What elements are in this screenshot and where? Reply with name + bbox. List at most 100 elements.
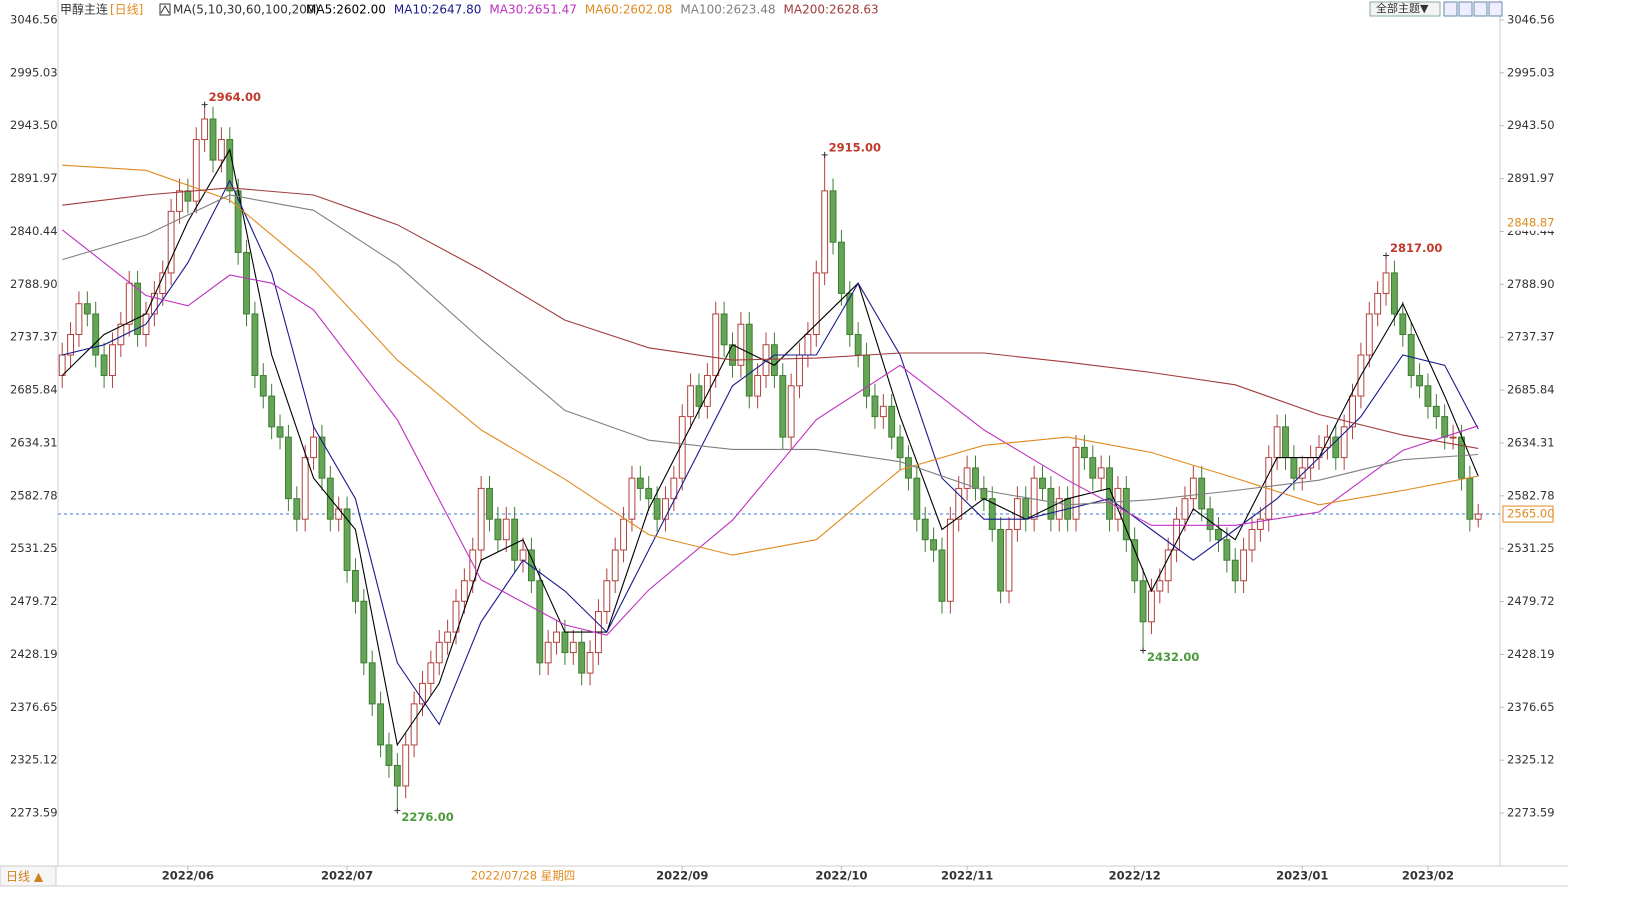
x-tick-label: 2023/02 — [1402, 869, 1454, 883]
tool-button[interactable] — [1488, 1, 1503, 17]
candle-body — [888, 405, 896, 438]
y-tick-label: 2582.78 — [10, 488, 58, 502]
candle-body — [1114, 487, 1122, 520]
candle-body — [804, 333, 812, 356]
candle-body — [1416, 375, 1423, 387]
candle-body — [435, 641, 443, 664]
candle-body — [770, 344, 778, 377]
tool-button[interactable] — [1443, 1, 1458, 17]
candle-body — [896, 436, 904, 459]
candle-body — [1298, 467, 1306, 479]
candle-body — [1047, 487, 1055, 520]
x-tick-label: 2022/07 — [321, 869, 373, 883]
candle-body — [117, 323, 125, 346]
y-tick-label: 2840.44 — [10, 224, 58, 238]
candle-body — [1080, 446, 1088, 459]
candle-body — [469, 549, 477, 582]
y-tick-label: 2788.90 — [10, 277, 58, 291]
legend-entry: MA100:2623.48 — [680, 3, 775, 17]
last-price-box — [1502, 505, 1554, 523]
candle-body — [1231, 559, 1239, 582]
candle-body — [913, 477, 921, 520]
ma-line — [61, 229, 1479, 636]
candle-body — [972, 467, 979, 489]
period-button[interactable] — [0, 865, 57, 887]
extreme-label: 2964.00 — [209, 90, 261, 104]
candle-body — [1173, 518, 1181, 551]
candle-body — [754, 375, 762, 397]
x-tick-label: 2023/01 — [1276, 869, 1328, 883]
y2-tick-label: 3046.56 — [1507, 12, 1555, 26]
candle-body — [310, 436, 317, 459]
candle-body — [1122, 487, 1130, 541]
candle-body — [1441, 416, 1449, 438]
candle-body — [259, 375, 267, 397]
candle-body — [519, 549, 527, 561]
y-tick-label: 2325.12 — [10, 753, 58, 767]
candle-body — [662, 498, 669, 520]
candle-body — [184, 190, 192, 202]
symbol: 甲醇主连 — [60, 2, 108, 17]
candle-body — [1382, 272, 1390, 294]
extreme-marker — [394, 807, 401, 814]
y2-tick-label: 2634.31 — [1507, 435, 1555, 449]
candle-body — [921, 518, 929, 541]
x-tick-label: 2022/12 — [1109, 869, 1161, 883]
candle-body — [192, 139, 200, 202]
y-tick-label: 2737.37 — [10, 330, 58, 344]
candle-body — [1424, 385, 1432, 407]
candle-body — [628, 477, 636, 520]
candle-body — [653, 498, 661, 520]
candle-body — [569, 641, 577, 654]
y2-tick-label: 2531.25 — [1507, 541, 1555, 555]
extreme-label: 2817.00 — [1390, 241, 1442, 255]
legend-entry: MA30:2651.47 — [489, 3, 577, 17]
theme-button[interactable] — [1369, 1, 1441, 17]
candle-body — [1156, 580, 1164, 592]
candle-body — [796, 354, 803, 387]
candle-body — [92, 313, 100, 356]
candle-body — [955, 487, 963, 520]
candle-body — [58, 354, 66, 377]
candle-body — [1390, 272, 1398, 315]
candle-body — [678, 416, 686, 479]
candle-body — [645, 487, 653, 500]
candle-body — [1432, 405, 1440, 418]
candle-body — [268, 395, 276, 428]
candle-body — [1273, 426, 1281, 459]
tool-button[interactable] — [1458, 1, 1473, 17]
candle-body — [293, 498, 301, 520]
extreme-marker — [1140, 647, 1147, 654]
candle-body — [318, 436, 326, 479]
candle-body — [477, 487, 485, 551]
candle-body — [1256, 518, 1264, 530]
legend-entry: MA60:2602.08 — [585, 3, 673, 17]
candle-body — [1223, 539, 1231, 561]
candle-body — [444, 631, 452, 643]
y-tick-label: 2273.59 — [10, 806, 58, 820]
candle-body — [963, 467, 971, 489]
candle-body — [1365, 313, 1373, 356]
candle-body — [1148, 590, 1155, 623]
candle-body — [1022, 498, 1030, 520]
candle-body — [243, 251, 250, 315]
candle-body — [1240, 549, 1248, 582]
candle-body — [1005, 528, 1013, 592]
y-tick-label: 2479.72 — [10, 594, 58, 608]
candle-body — [553, 631, 560, 643]
candle-body — [1215, 528, 1222, 541]
y-tick-label: 2685.84 — [10, 383, 58, 397]
extreme-marker — [201, 101, 208, 108]
candle-body — [1290, 457, 1298, 479]
tool-button[interactable] — [1473, 1, 1488, 17]
legend-entry: MA10:2647.80 — [394, 3, 482, 17]
candle-body — [486, 487, 493, 520]
candle-body — [1399, 313, 1407, 335]
candle-body — [536, 580, 544, 664]
candle-body — [837, 241, 845, 294]
candle-body — [586, 652, 594, 674]
candle-body — [502, 518, 510, 541]
indicator-icon[interactable] — [159, 3, 171, 16]
candle-body — [1139, 580, 1147, 623]
